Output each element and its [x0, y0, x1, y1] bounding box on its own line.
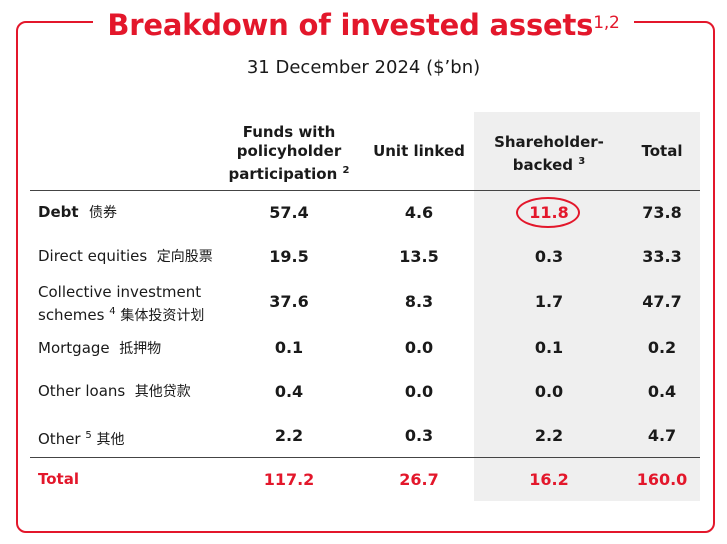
row-label-other: Other 5 其他 [38, 430, 125, 448]
column-header-shareholder-backed: Shareholder- backed 3 [494, 133, 604, 174]
column-header-funds-with-policyholder-participation: Funds with policyholder participation 2 [228, 123, 350, 183]
table-cell: 4.7 [647, 426, 677, 445]
table-cell: 0.0 [404, 338, 434, 357]
table-cell: 2.2 [534, 426, 564, 445]
table-cell: 0.4 [274, 382, 304, 401]
table-cell: 0.4 [647, 382, 677, 401]
title-footnote: 1,2 [593, 13, 620, 33]
page-subtitle: 31 December 2024 ($’bn) [246, 57, 481, 78]
table-cell: 0.3 [534, 247, 564, 266]
table-cell: 0.3 [404, 426, 434, 445]
table-cell: 0.1 [274, 338, 304, 357]
highlight-circle [516, 197, 580, 228]
total-cell: 26.7 [399, 470, 439, 489]
table-cell: 57.4 [269, 203, 309, 222]
table-cell: 1.7 [534, 292, 564, 311]
table-cell: 4.6 [404, 203, 434, 222]
column-header-total: Total [641, 142, 683, 160]
table-cell: 0.0 [534, 382, 564, 401]
row-label-mortgage: Mortgage 抵押物 [38, 339, 162, 357]
table-cell: 33.3 [642, 247, 682, 266]
row-label-debt: Debt 债券 [38, 203, 117, 221]
shareholder-backed-highlight [474, 112, 700, 501]
row-label-other-loans: Other loans 其他贷款 [38, 382, 191, 400]
header-divider [30, 190, 700, 191]
row-label-total: Total [38, 470, 79, 488]
table-cell: 0.1 [534, 338, 564, 357]
table-cell: 37.6 [269, 292, 309, 311]
row-label-direct-equities: Direct equities 定向股票 [38, 247, 213, 265]
total-cell: 117.2 [263, 470, 315, 489]
table-cell: 0.0 [404, 382, 434, 401]
table-cell: 73.8 [642, 203, 682, 222]
total-cell: 16.2 [529, 470, 569, 489]
total-divider [30, 457, 700, 458]
page-title: Breakdown of invested assets1,2 [93, 6, 634, 44]
table-cell: 8.3 [404, 292, 434, 311]
column-header-unit-linked: Unit linked [373, 142, 465, 160]
row-label-collective-investment-schemes: Collective investment schemes 4 集体投资计划 [38, 283, 205, 324]
table-cell: 47.7 [642, 292, 682, 311]
table-cell: 19.5 [269, 247, 309, 266]
table-cell: 0.2 [647, 338, 677, 357]
total-cell: 160.0 [636, 470, 688, 489]
table-cell: 2.2 [274, 426, 304, 445]
table-cell: 13.5 [399, 247, 439, 266]
